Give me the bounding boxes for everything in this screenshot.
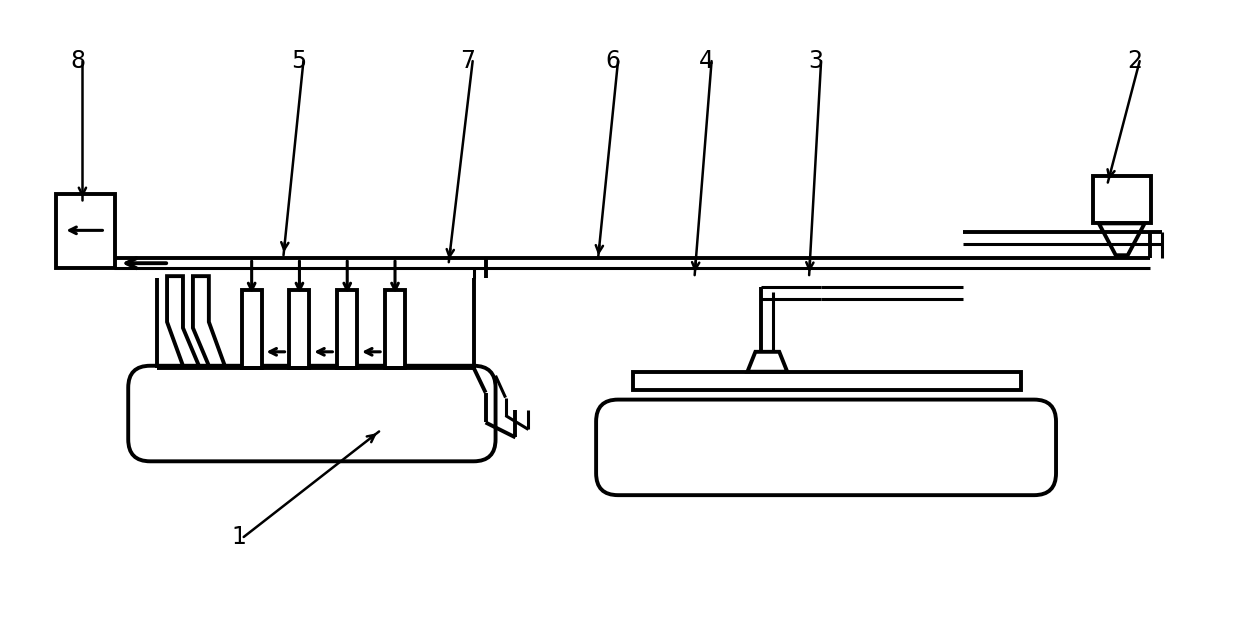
- Text: 2: 2: [1127, 49, 1142, 73]
- Bar: [385, 290, 405, 368]
- Text: 8: 8: [69, 49, 85, 73]
- Bar: [290, 290, 310, 368]
- Text: 5: 5: [291, 49, 306, 73]
- Text: 1: 1: [232, 525, 247, 549]
- Bar: [633, 371, 1021, 389]
- Text: 4: 4: [699, 49, 714, 73]
- Text: 7: 7: [460, 49, 476, 73]
- FancyBboxPatch shape: [128, 366, 496, 461]
- Bar: [56, 193, 115, 268]
- Bar: [1093, 176, 1151, 223]
- Bar: [337, 290, 357, 368]
- Bar: [242, 290, 261, 368]
- Polygon shape: [167, 276, 199, 366]
- Polygon shape: [1099, 223, 1145, 255]
- Text: 6: 6: [606, 49, 621, 73]
- Text: 3: 3: [809, 49, 824, 73]
- FancyBboxPatch shape: [596, 400, 1056, 495]
- Polygon shape: [747, 352, 787, 371]
- Polygon shape: [193, 276, 224, 366]
